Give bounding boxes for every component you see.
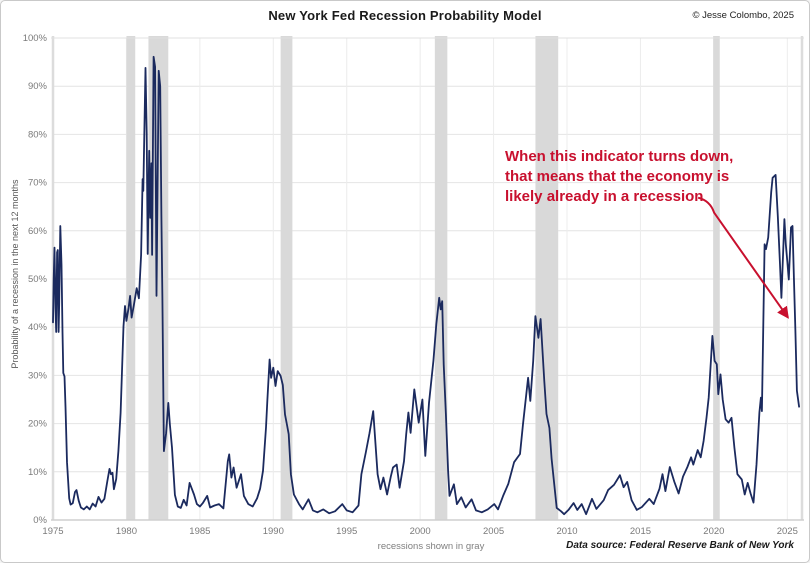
series-line-recession-probability [52, 55, 800, 516]
x-tick-label: 2020 [703, 526, 724, 537]
recession-band [280, 36, 293, 520]
x-tick-label: 1995 [336, 526, 357, 537]
recession-band [434, 36, 448, 520]
data-source-note: Data source: Federal Reserve Bank of New… [566, 540, 794, 551]
y-tick-label: 40% [28, 322, 48, 333]
x-tick-label: 1990 [263, 526, 284, 537]
x-tick-label: 2010 [556, 526, 577, 537]
x-tick-label: 2025 [777, 526, 798, 537]
annotation-line-1: When this indicator turns down, [505, 148, 734, 165]
y-tick-label: 50% [28, 274, 48, 285]
recession-bands-layer [126, 36, 720, 520]
x-tick-label: 1985 [189, 526, 210, 537]
y-tick-label: 80% [28, 129, 48, 140]
x-tick-label: 2000 [410, 526, 431, 537]
annotation-line-2: that means that the economy is [505, 168, 730, 185]
y-tick-label: 90% [28, 81, 48, 92]
y-tick-label: 10% [28, 467, 48, 478]
x-tick-label: 2015 [630, 526, 651, 537]
recession-band [126, 36, 136, 520]
recession-band [713, 36, 720, 520]
annotation-arrow-layer [697, 196, 789, 319]
recession-band [535, 36, 559, 520]
annotation-line-3: likely already in a recession [505, 188, 704, 205]
series-layer [52, 55, 800, 516]
recessions-caption: recessions shown in gray [377, 541, 485, 552]
y-tick-label: 20% [28, 419, 48, 430]
x-tick-label: 1975 [42, 526, 63, 537]
annotation-callout: When this indicator turns down, that mea… [505, 147, 765, 207]
y-tick-label: 70% [28, 178, 48, 189]
copyright-text: © Jesse Colombo, 2025 [692, 10, 794, 21]
y-tick-label: 100% [23, 33, 48, 44]
annotation-arrow [697, 196, 789, 319]
y-tick-label: 0% [33, 515, 47, 526]
page-title: New York Fed Recession Probability Model [268, 8, 542, 23]
x-tick-label: 1980 [116, 526, 137, 537]
x-tick-label: 2005 [483, 526, 504, 537]
y-tick-label: 30% [28, 370, 48, 381]
y-tick-label: 60% [28, 226, 48, 237]
tick-labels-layer: 0% 10% 20% 30% 40% 50% 60% 70% 80% 90% 100% 1975 198… [23, 33, 798, 537]
